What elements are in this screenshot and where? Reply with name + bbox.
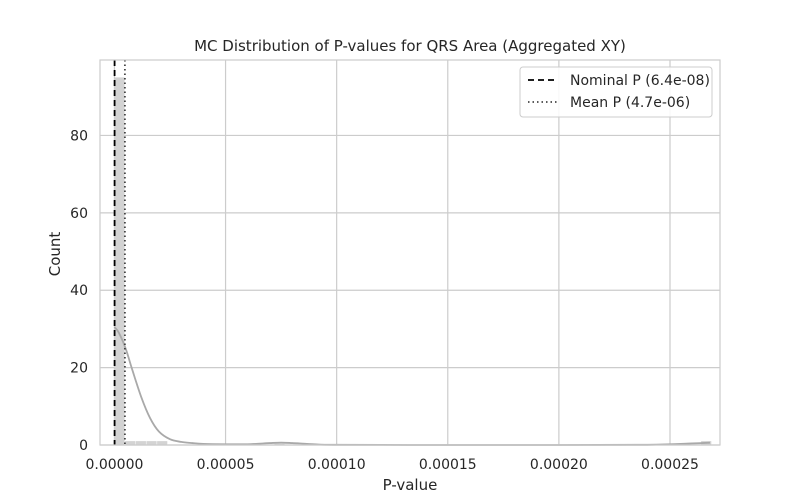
legend-box	[519, 66, 713, 118]
grid	[100, 60, 720, 446]
x-tick-label: 0.00000	[85, 457, 143, 473]
kde-curve	[113, 326, 711, 446]
legend-label: Nominal P (6.4e-08)	[570, 73, 710, 89]
x-tick-label: 0.00020	[530, 457, 588, 473]
plot-frame	[99, 59, 721, 446]
x-tick-label: 0.00015	[419, 457, 477, 473]
x-tick-label: 0.00010	[308, 457, 366, 473]
x-tick-label: 0.00025	[641, 457, 699, 473]
histogram-bar	[125, 441, 136, 445]
x-tick-labels: 0.00000 0.00005 0.00010 0.00015 0.00020 0.000…	[85, 457, 698, 473]
y-tick-label: 60	[70, 206, 88, 222]
y-tick-label: 0	[79, 438, 88, 454]
y-axis-label: Count	[46, 232, 64, 277]
legend-label: Mean P (4.7e-06)	[570, 95, 690, 111]
y-tick-label: 80	[70, 128, 88, 144]
x-axis-label: P-value	[383, 476, 438, 494]
histogram-bar	[157, 441, 168, 445]
chart-title: MC Distribution of P-values for QRS Area…	[194, 37, 626, 55]
histogram-bar	[135, 441, 146, 445]
histogram-bar	[146, 441, 157, 445]
histogram-bar	[114, 77, 125, 446]
reference-lines	[113, 60, 126, 445]
histogram-bars	[114, 77, 712, 446]
y-tick-label: 20	[70, 361, 88, 377]
y-tick-label: 40	[70, 283, 88, 299]
kde-curve-group	[113, 326, 711, 446]
y-tick-labels: 0 20 40 60 80	[70, 128, 88, 454]
x-tick-label: 0.00005	[197, 457, 255, 473]
legend: Nominal P (6.4e-08) Mean P (4.7e-06)	[519, 66, 713, 118]
